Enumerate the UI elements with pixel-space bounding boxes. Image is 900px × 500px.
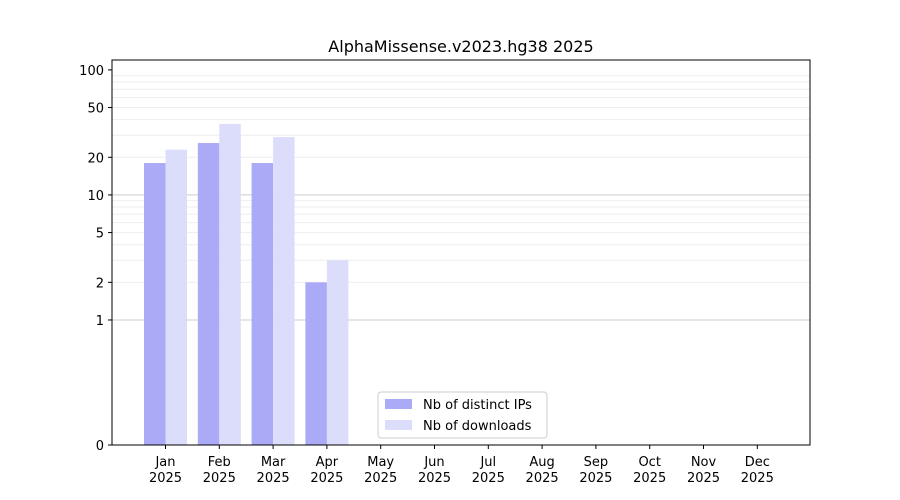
x-tick-label-month: Apr <box>316 455 339 470</box>
chart-title: AlphaMissense.v2023.hg38 2025 <box>328 37 593 56</box>
y-tick-label: 1 <box>96 314 104 329</box>
bars <box>144 123 349 446</box>
bar-distinct-ips <box>251 163 274 445</box>
x-tick-label-month: Jul <box>479 455 496 470</box>
x-tick-label-year: 2025 <box>687 471 720 486</box>
y-tick-label: 50 <box>87 102 104 117</box>
plot-frame <box>111 59 811 446</box>
x-tick-label-year: 2025 <box>741 471 774 486</box>
x-tick-label-month: Jan <box>154 455 175 470</box>
x-tick-label-year: 2025 <box>310 471 343 486</box>
x-tick-label-month: Feb <box>208 455 231 470</box>
x-tick-label-month: Mar <box>261 455 286 470</box>
y-tick-label: 100 <box>79 64 104 79</box>
x-tick-label-month: May <box>367 455 394 470</box>
x-tick-label-year: 2025 <box>579 471 612 486</box>
y-tick-label: 20 <box>87 151 104 166</box>
x-tick-label-year: 2025 <box>203 471 236 486</box>
x-axis: Jan2025Feb2025Mar2025Apr2025May2025Jun20… <box>149 445 774 486</box>
x-tick-label-month: Nov <box>691 455 717 470</box>
y-axis: 0 1 2 5 10 20 50 100 <box>79 64 112 454</box>
bar-distinct-ips <box>144 163 166 445</box>
bar-downloads <box>273 137 295 445</box>
bar-distinct-ips <box>305 282 327 445</box>
x-tick-label-month: Oct <box>638 455 660 470</box>
x-tick-label-month: Sep <box>584 455 609 470</box>
x-tick-label-month: Aug <box>529 455 554 470</box>
legend-box <box>377 391 548 439</box>
x-tick-label-year: 2025 <box>633 471 666 486</box>
bar-distinct-ips <box>197 143 220 445</box>
x-tick-label-month: Dec <box>745 455 770 470</box>
y-tick-label: 0 <box>96 439 104 454</box>
bar-downloads <box>165 149 187 446</box>
legend-swatch <box>385 399 412 409</box>
x-tick-label-year: 2025 <box>149 471 182 486</box>
x-tick-label-year: 2025 <box>526 471 559 486</box>
bar-downloads <box>326 260 349 445</box>
legend-swatch <box>385 420 412 430</box>
legend: Nb of distinct IPs Nb of downloads <box>377 391 548 439</box>
legend-label: Nb of distinct IPs <box>423 398 532 413</box>
y-tick-label: 5 <box>96 227 104 242</box>
x-tick-label-year: 2025 <box>472 471 505 486</box>
bar-downloads <box>219 123 241 445</box>
y-tick-label: 2 <box>96 276 104 291</box>
x-tick-label-year: 2025 <box>418 471 451 486</box>
x-tick-label-year: 2025 <box>364 471 397 486</box>
x-tick-label-year: 2025 <box>257 471 290 486</box>
legend-label: Nb of downloads <box>423 419 532 434</box>
y-tick-label: 10 <box>87 189 104 204</box>
x-tick-label-month: Jun <box>423 455 444 470</box>
